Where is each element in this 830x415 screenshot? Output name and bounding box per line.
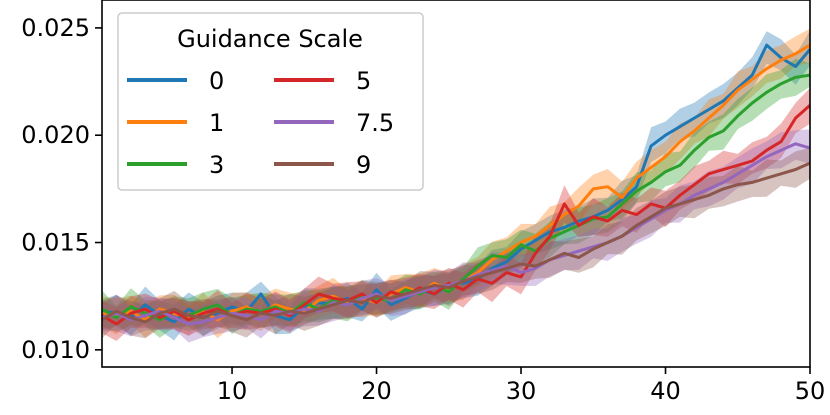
plot-frame [101,0,811,368]
line-series-9 [101,161,811,324]
series-lines [101,43,812,326]
y-axis-ticks: 0.010 0.015 0.020 0.025 [21,14,102,364]
y-tick-label: 0.010 [21,336,90,364]
legend-label-5: 5 [356,67,371,95]
legend: Guidance Scale 0 1 3 5 7.5 9 [117,12,424,191]
x-tick-label: 40 [650,377,681,405]
legend-label-3: 3 [209,151,224,179]
x-tick-label: 10 [217,377,248,405]
x-tick-label: 30 [506,377,537,405]
x-axis-ticks: 10 20 30 40 50 [217,367,826,405]
band-series-9 [102,147,810,339]
axes [101,0,811,368]
x-tick-label: 20 [361,377,392,405]
legend-title: Guidance Scale [177,25,363,53]
legend-label-9: 9 [356,151,371,179]
band-series-1 [102,28,810,339]
line-series-5 [101,104,811,326]
legend-items: 0 1 3 5 7.5 9 [127,67,394,179]
y-tick-label: 0.015 [21,229,90,257]
legend-box [117,12,424,191]
legend-label-7.5: 7.5 [356,109,394,137]
x-tick-label: 50 [795,377,826,405]
y-tick-label: 0.025 [21,14,90,42]
y-tick-label: 0.020 [21,121,90,149]
legend-label-0: 0 [209,67,224,95]
legend-label-1: 1 [209,109,224,137]
